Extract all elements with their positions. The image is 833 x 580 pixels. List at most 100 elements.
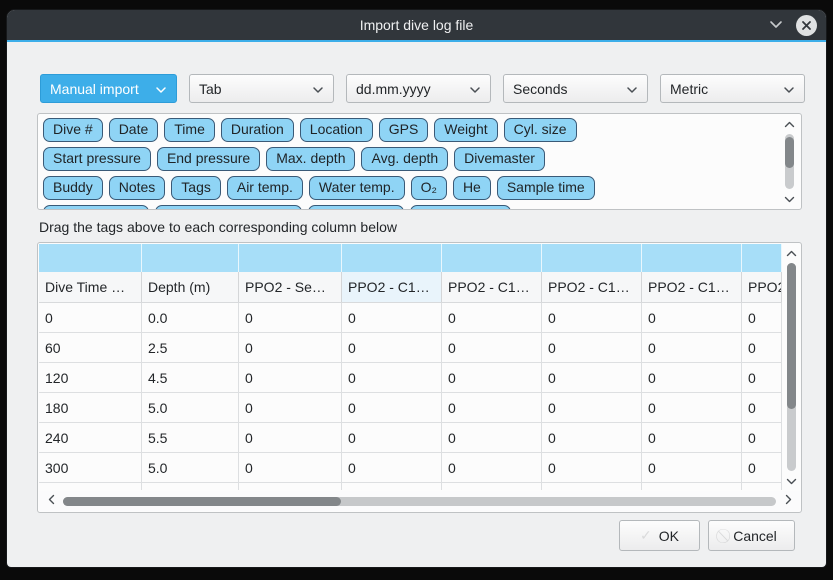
table-cell: 0	[542, 303, 642, 333]
tag-divemaster[interactable]: Divemaster	[454, 147, 545, 171]
table-cell: 0	[239, 333, 342, 363]
scrollbar-track[interactable]	[784, 134, 794, 189]
cancel-button[interactable]: ⃠ Cancel	[708, 520, 795, 551]
table-cell: 0	[542, 393, 642, 423]
table-header-row: Dive Time … Depth (m) PPO2 - Se… PPO2 - …	[39, 272, 782, 303]
scroll-right-button[interactable]	[781, 492, 795, 510]
window-title: Import dive log file	[359, 17, 474, 33]
table-cell: 0	[642, 303, 742, 333]
tag-time[interactable]: Time	[164, 118, 215, 142]
column-drop-zone[interactable]	[742, 244, 782, 272]
column-drop-zone[interactable]	[39, 244, 142, 272]
chevron-down-icon	[304, 81, 324, 97]
table-cell: 0	[742, 453, 782, 483]
table-vertical-scrollbar[interactable]	[782, 244, 800, 490]
table-cell: 5.5	[142, 423, 239, 453]
tag-weight[interactable]: Weight	[434, 118, 498, 142]
duration-format-select[interactable]: Seconds	[503, 74, 648, 103]
table-cell: 0	[542, 423, 642, 453]
units-select[interactable]: Metric	[660, 74, 805, 103]
import-mode-select[interactable]: Manual import	[40, 74, 177, 103]
table-row: 60 2.5 0 0 0 0 0 0	[39, 333, 782, 363]
tag-air-temp[interactable]: Air temp.	[226, 176, 303, 200]
units-value: Metric	[670, 80, 709, 97]
table-cell: 0	[642, 363, 742, 393]
ok-button[interactable]: ✓ OK	[619, 520, 700, 551]
table-cell	[239, 483, 342, 490]
table-cell: 0	[39, 303, 142, 333]
column-header-ppo2-3[interactable]: PPO2 - C1…	[442, 272, 542, 302]
shade-window-button[interactable]	[767, 16, 785, 34]
tag-max-depth[interactable]: Max. depth	[266, 147, 356, 171]
scrollbar-track[interactable]	[63, 496, 776, 506]
column-drop-zone[interactable]	[542, 244, 642, 272]
tag-water-temp[interactable]: Water temp.	[308, 176, 405, 200]
chevron-down-icon	[769, 16, 783, 34]
tag-he[interactable]: He	[452, 176, 491, 200]
scroll-down-button[interactable]	[786, 472, 797, 490]
tag-row: Start pressure End pressure Max. depth A…	[43, 147, 773, 171]
tag-list-box: Dive # Date Time Duration Location GPS W…	[37, 113, 802, 210]
column-header-ppo2-1[interactable]: PPO2 - Se…	[239, 272, 342, 302]
scroll-up-button[interactable]	[784, 115, 795, 133]
table-cell: 0	[542, 333, 642, 363]
column-header-ppo2-6[interactable]: PPO2	[742, 272, 782, 302]
column-header-depth[interactable]: Depth (m)	[142, 272, 239, 302]
tag-location[interactable]: Location	[299, 118, 373, 142]
tag-notes[interactable]: Notes	[108, 176, 166, 200]
tag-o2[interactable]: O₂	[410, 176, 447, 200]
column-header-ppo2-5[interactable]: PPO2 - C1…	[642, 272, 742, 302]
tag-sample-cns[interactable]: Sample CNS	[409, 205, 511, 209]
table-row: 180 5.0 0 0 0 0 0 0	[39, 393, 782, 423]
table-cell	[342, 483, 442, 490]
field-separator-select[interactable]: Tab	[189, 74, 334, 103]
column-drop-zone[interactable]	[442, 244, 542, 272]
chevron-down-icon	[618, 81, 638, 97]
cancel-button-label: Cancel	[733, 527, 777, 544]
tag-sample-time[interactable]: Sample time	[496, 176, 595, 200]
tag-start-pressure[interactable]: Start pressure	[43, 147, 151, 171]
table-cell: 0	[239, 363, 342, 393]
tag-tags[interactable]: Tags	[171, 176, 221, 200]
tag-buddy[interactable]: Buddy	[43, 176, 103, 200]
column-drop-zone[interactable]	[239, 244, 342, 272]
table-cell: 0	[342, 303, 442, 333]
table-cell	[542, 483, 642, 490]
tag-duration[interactable]: Duration	[220, 118, 294, 142]
table-cell: 0	[342, 423, 442, 453]
scrollbar-thumb[interactable]	[786, 263, 796, 409]
tag-sample-depth[interactable]: Sample depth	[43, 205, 150, 209]
tag-end-pressure[interactable]: End pressure	[156, 147, 261, 171]
tag-avg-depth[interactable]: Avg. depth	[361, 147, 449, 171]
titlebar[interactable]: Import dive log file	[7, 10, 826, 40]
tag-list-scrollbar[interactable]	[779, 115, 799, 208]
table-cell: 0	[642, 333, 742, 363]
scrollbar-thumb[interactable]	[784, 137, 794, 169]
tag-sample-po2[interactable]: Sample pO₂	[308, 205, 404, 209]
tag-dive-number[interactable]: Dive #	[43, 118, 103, 142]
dialog-button-row: ✓ OK ⃠ Cancel	[619, 520, 795, 551]
scroll-left-button[interactable]	[44, 492, 58, 510]
tag-date[interactable]: Date	[108, 118, 159, 142]
scroll-down-button[interactable]	[784, 190, 795, 208]
scrollbar-thumb[interactable]	[63, 496, 342, 506]
scrollbar-track[interactable]	[786, 263, 796, 471]
close-button[interactable]	[796, 14, 817, 36]
table-cell: 5.0	[142, 393, 239, 423]
scroll-up-button[interactable]	[786, 244, 797, 262]
column-drop-zone[interactable]	[642, 244, 742, 272]
tag-row-clipped: Sample depth Sample temperature Sample p…	[43, 205, 773, 209]
column-header-ppo2-2[interactable]: PPO2 - C1…	[342, 272, 442, 302]
column-drop-zone[interactable]	[342, 244, 442, 272]
column-header-ppo2-4[interactable]: PPO2 - C1…	[542, 272, 642, 302]
import-mode-value: Manual import	[50, 80, 139, 97]
tag-sample-temperature[interactable]: Sample temperature	[155, 205, 303, 209]
date-format-select[interactable]: dd.mm.yyyy	[346, 74, 491, 103]
tag-cyl-size[interactable]: Cyl. size	[503, 118, 577, 142]
chevron-down-icon	[775, 81, 795, 97]
column-header-dive-time[interactable]: Dive Time …	[39, 272, 142, 302]
column-drop-zone[interactable]	[142, 244, 239, 272]
tag-gps[interactable]: GPS	[378, 118, 429, 142]
table-cell: 0	[442, 303, 542, 333]
table-horizontal-scrollbar[interactable]	[39, 491, 800, 511]
